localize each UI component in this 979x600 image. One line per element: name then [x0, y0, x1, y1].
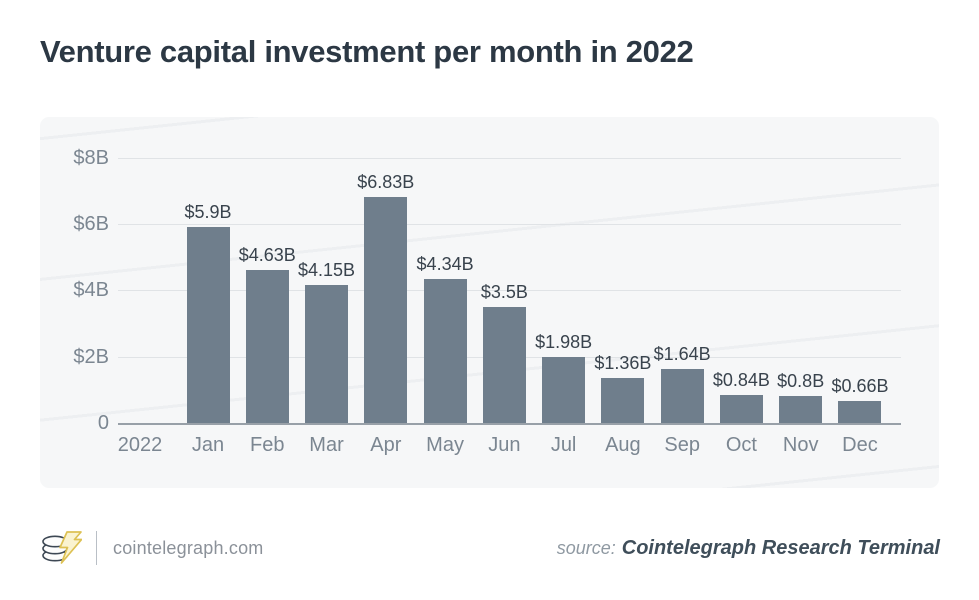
bar: [423, 279, 467, 423]
x-tick-label: Feb: [250, 434, 285, 456]
bar: [660, 368, 704, 423]
bar-value-label: $0.84B: [712, 370, 770, 391]
x-tick-label: Oct: [725, 434, 757, 456]
x-tick-label: Mar: [309, 434, 344, 456]
bar: [186, 227, 230, 423]
gridline: [118, 290, 901, 292]
x-tick-label: Nov: [782, 434, 819, 456]
source-name-label: Cointelegraph Research Terminal: [621, 536, 940, 559]
bar: [305, 285, 349, 423]
plot-area: $8B $6B $4B $2B 0 2022 $5.9B Jan $4.63B Feb $4.15B…: [40, 117, 939, 488]
source-label: source: Cointelegraph Research Terminal: [557, 537, 940, 560]
bar-value-label: $4.34B: [416, 254, 474, 275]
bar-value-label: $0.8B: [777, 371, 825, 392]
footer-divider: [96, 531, 97, 565]
bar-value-label: $5.9B: [184, 202, 232, 223]
y-tick-label: $8B: [73, 146, 109, 169]
x-axis-baseline: [118, 423, 901, 425]
bar-value-label: $4.15B: [298, 260, 356, 281]
chart-panel: $8B $6B $4B $2B 0 2022 $5.9B Jan $4.63B Feb $4.15B…: [40, 117, 939, 488]
cointelegraph-logo-icon: [42, 531, 82, 564]
bar: [601, 377, 645, 423]
x-tick-label: Dec: [842, 434, 878, 456]
bar: [245, 269, 289, 423]
bar: [838, 401, 882, 423]
x-tick-label: Jun: [488, 434, 521, 456]
chart-title: Venture capital investment per month in …: [40, 34, 694, 69]
x-tick-label: Apr: [370, 434, 402, 456]
gridline: [118, 224, 901, 226]
y-tick-label: 0: [97, 412, 109, 434]
bar-value-label: $6.83B: [357, 171, 415, 192]
x-axis-year-label: 2022: [117, 434, 163, 456]
bar: [482, 306, 526, 423]
source-prefix-label: source:: [556, 537, 616, 558]
site-label: cointelegraph.com: [113, 537, 264, 558]
bar-value-label: $0.66B: [831, 376, 889, 397]
x-tick-label: Jul: [550, 434, 577, 456]
bar: [719, 395, 763, 423]
x-tick-label: Sep: [664, 434, 700, 456]
bar-value-label: $3.5B: [480, 281, 528, 302]
bar: [364, 196, 408, 423]
bar: [779, 396, 823, 423]
bar-value-label: $4.63B: [238, 244, 296, 265]
bar-value-label: $1.98B: [535, 332, 593, 353]
bar-value-label: $1.36B: [594, 352, 652, 373]
gridline: [118, 157, 901, 159]
bar-value-label: $1.64B: [653, 343, 711, 364]
brand-attribution: cointelegraph.com: [40, 528, 264, 568]
footer: cointelegraph.com source: Cointelegraph R…: [40, 526, 940, 570]
x-tick-label: May: [426, 434, 464, 456]
y-tick-label: $6B: [73, 213, 109, 236]
y-tick-label: $4B: [73, 279, 109, 302]
y-tick-label: $2B: [73, 345, 109, 368]
x-tick-label: Aug: [605, 434, 641, 456]
bar: [542, 357, 586, 423]
x-tick-label: Jan: [191, 434, 225, 456]
